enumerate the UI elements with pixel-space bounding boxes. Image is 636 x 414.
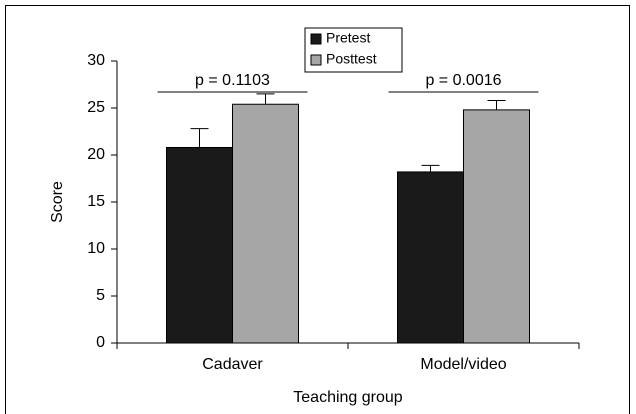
legend-label: Posttest xyxy=(326,51,377,67)
y-axis-label: Score xyxy=(49,181,66,223)
y-tick-label: 20 xyxy=(87,146,105,163)
bar xyxy=(232,103,299,344)
legend-label: Pretest xyxy=(326,30,370,46)
annotation: p = 0.0016 xyxy=(425,72,501,89)
x-tick-label: Model/video xyxy=(420,356,506,373)
x-tick-label: Cadaver xyxy=(202,356,263,373)
annotation: p = 0.1103 xyxy=(195,72,270,89)
y-tick-label: 0 xyxy=(96,334,105,351)
x-axis-label: Teaching group xyxy=(293,389,403,406)
y-tick-label: 15 xyxy=(87,193,105,210)
y-tick-label: 30 xyxy=(87,52,105,69)
error-bar xyxy=(190,128,209,148)
frame xyxy=(5,5,630,414)
error-bar xyxy=(421,164,440,172)
bar xyxy=(397,171,464,344)
error-bar xyxy=(487,99,506,110)
bar xyxy=(166,146,233,344)
y-tick-label: 25 xyxy=(87,99,105,116)
bar xyxy=(463,109,530,344)
y-tick-label: 10 xyxy=(87,240,105,257)
y-tick-label: 5 xyxy=(96,287,105,304)
legend-swatch xyxy=(310,54,322,66)
error-bar xyxy=(256,93,275,105)
legend-swatch xyxy=(310,33,322,45)
